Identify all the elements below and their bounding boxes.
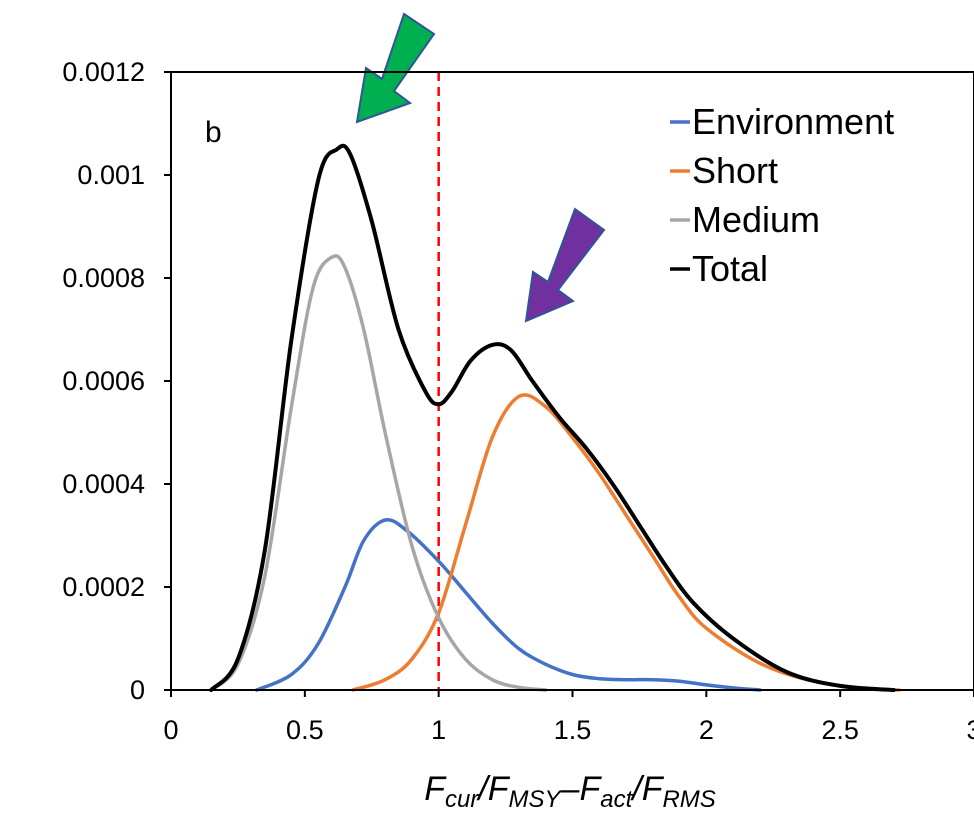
x-tick-label: 2.5 xyxy=(821,715,859,745)
y-axis: 0 0.0002 0.0004 0.0006 0.0008 0.001 0.0012 xyxy=(62,57,171,705)
y-tick-label: 0.0002 xyxy=(62,572,145,602)
x-tick-label: 0 xyxy=(163,715,178,745)
y-tick-label: 0 xyxy=(130,675,145,705)
green-arrow-icon xyxy=(355,12,436,124)
x-tick-label: 1 xyxy=(431,715,446,745)
y-tick-label: 0.0006 xyxy=(62,366,145,396)
y-tick-label: 0.001 xyxy=(77,160,145,190)
series-line-environment xyxy=(254,517,762,692)
x-tick-label: 1.5 xyxy=(554,715,592,745)
legend-label: Environment xyxy=(692,101,894,142)
panel-label: b xyxy=(205,116,222,149)
legend: Environment Short Medium Total xyxy=(670,101,894,289)
x-tick-label: 2 xyxy=(699,715,714,745)
series-line-short xyxy=(351,393,901,692)
axis-title-part: –F xyxy=(560,770,603,808)
legend-label: Short xyxy=(692,150,778,191)
axis-title-part: /F xyxy=(630,770,664,808)
y-tick-label: 0.0004 xyxy=(62,469,145,499)
x-tick-label: 0.5 xyxy=(286,715,324,745)
x-axis-title: Fcur/FMSY–Fact/FRMS xyxy=(424,770,716,813)
y-tick-label: 0.0008 xyxy=(62,263,145,293)
series-line-total xyxy=(209,143,896,692)
legend-label: Total xyxy=(692,248,768,289)
series-line-medium xyxy=(209,254,548,692)
plot-area xyxy=(170,71,974,691)
purple-arrow-icon xyxy=(524,207,606,323)
x-tick-label: 3 xyxy=(966,715,974,745)
axis-title-subscript: MSY xyxy=(509,786,563,813)
axis-title-part: F xyxy=(424,770,447,808)
axis-title-subscript: act xyxy=(600,786,633,813)
y-tick-label: 0.0012 xyxy=(62,57,145,87)
axis-title-part: /F xyxy=(476,770,510,808)
axis-title-subscript: RMS xyxy=(662,786,715,813)
axis-title-subscript: cur xyxy=(445,786,479,813)
x-axis: 0 0.5 1 1.5 2 2.5 3 xyxy=(163,690,974,745)
legend-label: Medium xyxy=(692,199,820,240)
